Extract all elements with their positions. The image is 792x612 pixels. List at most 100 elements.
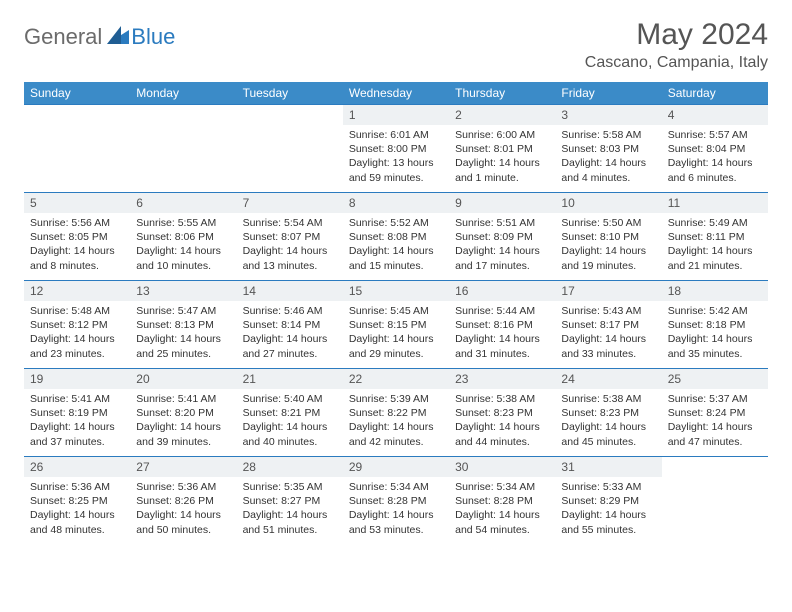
calendar-cell: 11Sunrise: 5:49 AMSunset: 8:11 PMDayligh… [662, 193, 768, 281]
sunrise-text: Sunrise: 5:56 AM [30, 216, 124, 230]
day-number: 14 [237, 281, 343, 301]
day-details: Sunrise: 5:45 AMSunset: 8:15 PMDaylight:… [343, 301, 449, 365]
calendar-cell: 18Sunrise: 5:42 AMSunset: 8:18 PMDayligh… [662, 281, 768, 369]
sunset-text: Sunset: 8:28 PM [349, 494, 443, 508]
sunrise-text: Sunrise: 5:33 AM [561, 480, 655, 494]
daylight-text: Daylight: 14 hours and 1 minute. [455, 156, 549, 184]
day-details: Sunrise: 5:52 AMSunset: 8:08 PMDaylight:… [343, 213, 449, 277]
calendar-cell: 4Sunrise: 5:57 AMSunset: 8:04 PMDaylight… [662, 105, 768, 193]
logo-mark-icon [107, 26, 129, 49]
day-details: Sunrise: 5:46 AMSunset: 8:14 PMDaylight:… [237, 301, 343, 365]
day-details: Sunrise: 5:50 AMSunset: 8:10 PMDaylight:… [555, 213, 661, 277]
sunrise-text: Sunrise: 5:43 AM [561, 304, 655, 318]
day-number: 17 [555, 281, 661, 301]
day-details: Sunrise: 5:35 AMSunset: 8:27 PMDaylight:… [237, 477, 343, 541]
sunrise-text: Sunrise: 5:55 AM [136, 216, 230, 230]
day-number: 15 [343, 281, 449, 301]
calendar-cell: 21Sunrise: 5:40 AMSunset: 8:21 PMDayligh… [237, 369, 343, 457]
day-number: 5 [24, 193, 130, 213]
day-details: Sunrise: 5:40 AMSunset: 8:21 PMDaylight:… [237, 389, 343, 453]
sunrise-text: Sunrise: 5:34 AM [455, 480, 549, 494]
calendar-cell [24, 105, 130, 193]
daylight-text: Daylight: 14 hours and 35 minutes. [668, 332, 762, 360]
daylight-text: Daylight: 14 hours and 50 minutes. [136, 508, 230, 536]
sunrise-text: Sunrise: 5:48 AM [30, 304, 124, 318]
day-number: 7 [237, 193, 343, 213]
header: General Blue May 2024 Cascano, Campania,… [24, 18, 768, 72]
daylight-text: Daylight: 14 hours and 37 minutes. [30, 420, 124, 448]
calendar-cell: 9Sunrise: 5:51 AMSunset: 8:09 PMDaylight… [449, 193, 555, 281]
day-details: Sunrise: 5:36 AMSunset: 8:25 PMDaylight:… [24, 477, 130, 541]
day-header: Wednesday [343, 82, 449, 105]
daylight-text: Daylight: 14 hours and 13 minutes. [243, 244, 337, 272]
sunset-text: Sunset: 8:10 PM [561, 230, 655, 244]
day-number: 24 [555, 369, 661, 389]
daylight-text: Daylight: 14 hours and 42 minutes. [349, 420, 443, 448]
sunset-text: Sunset: 8:06 PM [136, 230, 230, 244]
calendar-cell: 22Sunrise: 5:39 AMSunset: 8:22 PMDayligh… [343, 369, 449, 457]
sunrise-text: Sunrise: 5:39 AM [349, 392, 443, 406]
day-number: 23 [449, 369, 555, 389]
calendar-cell: 1Sunrise: 6:01 AMSunset: 8:00 PMDaylight… [343, 105, 449, 193]
sunrise-text: Sunrise: 5:54 AM [243, 216, 337, 230]
calendar-cell: 8Sunrise: 5:52 AMSunset: 8:08 PMDaylight… [343, 193, 449, 281]
sunset-text: Sunset: 8:20 PM [136, 406, 230, 420]
calendar-cell: 13Sunrise: 5:47 AMSunset: 8:13 PMDayligh… [130, 281, 236, 369]
day-number: 21 [237, 369, 343, 389]
calendar-cell: 29Sunrise: 5:34 AMSunset: 8:28 PMDayligh… [343, 457, 449, 545]
sunrise-text: Sunrise: 5:52 AM [349, 216, 443, 230]
calendar-week: 26Sunrise: 5:36 AMSunset: 8:25 PMDayligh… [24, 457, 768, 545]
day-details: Sunrise: 5:38 AMSunset: 8:23 PMDaylight:… [555, 389, 661, 453]
sunrise-text: Sunrise: 5:49 AM [668, 216, 762, 230]
daylight-text: Daylight: 14 hours and 47 minutes. [668, 420, 762, 448]
calendar-week: 12Sunrise: 5:48 AMSunset: 8:12 PMDayligh… [24, 281, 768, 369]
day-details: Sunrise: 5:41 AMSunset: 8:20 PMDaylight:… [130, 389, 236, 453]
daylight-text: Daylight: 14 hours and 6 minutes. [668, 156, 762, 184]
day-header: Friday [555, 82, 661, 105]
day-number: 25 [662, 369, 768, 389]
daylight-text: Daylight: 14 hours and 39 minutes. [136, 420, 230, 448]
calendar-cell: 3Sunrise: 5:58 AMSunset: 8:03 PMDaylight… [555, 105, 661, 193]
sunrise-text: Sunrise: 5:50 AM [561, 216, 655, 230]
day-details: Sunrise: 5:33 AMSunset: 8:29 PMDaylight:… [555, 477, 661, 541]
logo: General Blue [24, 24, 175, 50]
day-details: Sunrise: 5:54 AMSunset: 8:07 PMDaylight:… [237, 213, 343, 277]
calendar-cell: 15Sunrise: 5:45 AMSunset: 8:15 PMDayligh… [343, 281, 449, 369]
daylight-text: Daylight: 14 hours and 44 minutes. [455, 420, 549, 448]
daylight-text: Daylight: 14 hours and 10 minutes. [136, 244, 230, 272]
sunset-text: Sunset: 8:03 PM [561, 142, 655, 156]
sunrise-text: Sunrise: 5:34 AM [349, 480, 443, 494]
calendar-cell: 23Sunrise: 5:38 AMSunset: 8:23 PMDayligh… [449, 369, 555, 457]
calendar-cell: 10Sunrise: 5:50 AMSunset: 8:10 PMDayligh… [555, 193, 661, 281]
sunset-text: Sunset: 8:22 PM [349, 406, 443, 420]
day-number: 11 [662, 193, 768, 213]
day-number: 10 [555, 193, 661, 213]
sunset-text: Sunset: 8:24 PM [668, 406, 762, 420]
sunrise-text: Sunrise: 5:58 AM [561, 128, 655, 142]
day-number: 16 [449, 281, 555, 301]
day-details: Sunrise: 5:34 AMSunset: 8:28 PMDaylight:… [343, 477, 449, 541]
sunrise-text: Sunrise: 5:47 AM [136, 304, 230, 318]
day-number: 26 [24, 457, 130, 477]
location-text: Cascano, Campania, Italy [585, 54, 768, 72]
day-header: Tuesday [237, 82, 343, 105]
daylight-text: Daylight: 14 hours and 27 minutes. [243, 332, 337, 360]
calendar-cell: 14Sunrise: 5:46 AMSunset: 8:14 PMDayligh… [237, 281, 343, 369]
day-number: 13 [130, 281, 236, 301]
sunset-text: Sunset: 8:25 PM [30, 494, 124, 508]
daylight-text: Daylight: 14 hours and 33 minutes. [561, 332, 655, 360]
daylight-text: Daylight: 14 hours and 25 minutes. [136, 332, 230, 360]
sunrise-text: Sunrise: 5:36 AM [136, 480, 230, 494]
day-details: Sunrise: 5:57 AMSunset: 8:04 PMDaylight:… [662, 125, 768, 189]
sunset-text: Sunset: 8:04 PM [668, 142, 762, 156]
sunrise-text: Sunrise: 6:01 AM [349, 128, 443, 142]
calendar-cell: 30Sunrise: 5:34 AMSunset: 8:28 PMDayligh… [449, 457, 555, 545]
day-details: Sunrise: 6:00 AMSunset: 8:01 PMDaylight:… [449, 125, 555, 189]
daylight-text: Daylight: 14 hours and 8 minutes. [30, 244, 124, 272]
sunrise-text: Sunrise: 5:44 AM [455, 304, 549, 318]
sunset-text: Sunset: 8:28 PM [455, 494, 549, 508]
day-number: 9 [449, 193, 555, 213]
calendar-cell: 12Sunrise: 5:48 AMSunset: 8:12 PMDayligh… [24, 281, 130, 369]
day-number: 30 [449, 457, 555, 477]
sunset-text: Sunset: 8:05 PM [30, 230, 124, 244]
